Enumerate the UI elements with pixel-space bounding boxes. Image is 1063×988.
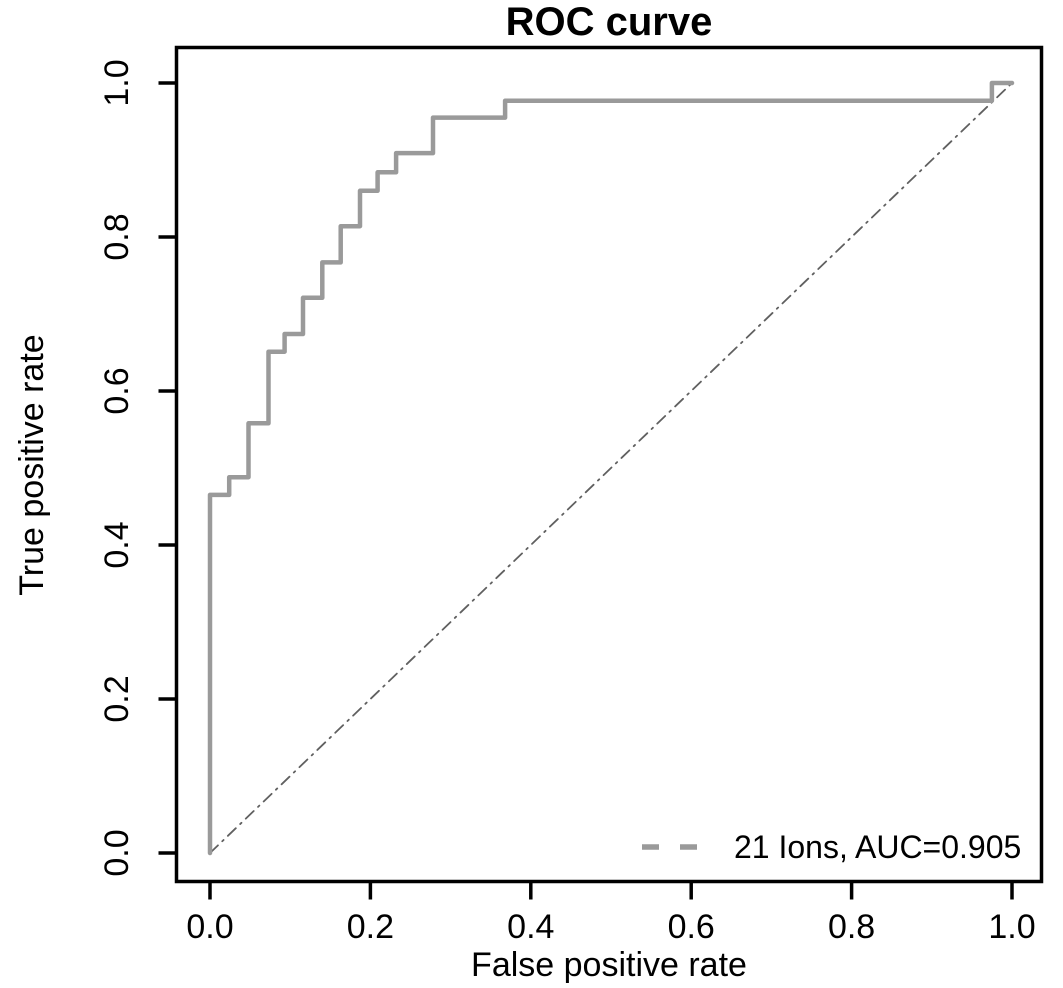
y-tick-label: 0.8 [98, 213, 136, 260]
legend: 21 Ions, AUC=0.905 [642, 829, 1021, 865]
plot-frame [174, 45, 1044, 884]
y-tick-label: 0.2 [98, 675, 136, 722]
x-tick-label: 0.0 [186, 908, 233, 946]
x-tick-label: 1.0 [988, 908, 1035, 946]
y-tick-label: 0.4 [98, 521, 136, 568]
x-tick-label: 0.2 [347, 908, 394, 946]
y-tick-label: 0.0 [98, 829, 136, 876]
x-axis-label: False positive rate [471, 946, 747, 984]
chance-diagonal-line [209, 82, 1013, 854]
chart-title: ROC curve [505, 0, 713, 44]
legend-label: 21 Ions, AUC=0.905 [734, 829, 1022, 865]
roc-curve-21-ions-line [207, 80, 1015, 856]
y-axis-label: True positive rate [13, 334, 51, 596]
y-tick-label: 0.6 [98, 367, 136, 414]
y-tick-label: 1.0 [98, 59, 136, 106]
x-tick-label: 0.8 [828, 908, 875, 946]
x-tick-label: 0.6 [668, 908, 715, 946]
x-tick-label: 0.4 [507, 908, 554, 946]
legend-dashed-line-icon [642, 844, 704, 850]
